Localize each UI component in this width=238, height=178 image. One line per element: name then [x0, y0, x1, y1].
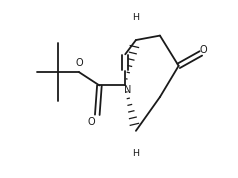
- Text: H: H: [132, 149, 139, 158]
- Text: O: O: [75, 58, 83, 68]
- Text: N: N: [124, 85, 131, 95]
- Text: O: O: [88, 117, 95, 127]
- Text: O: O: [200, 45, 207, 55]
- Text: H: H: [132, 13, 139, 22]
